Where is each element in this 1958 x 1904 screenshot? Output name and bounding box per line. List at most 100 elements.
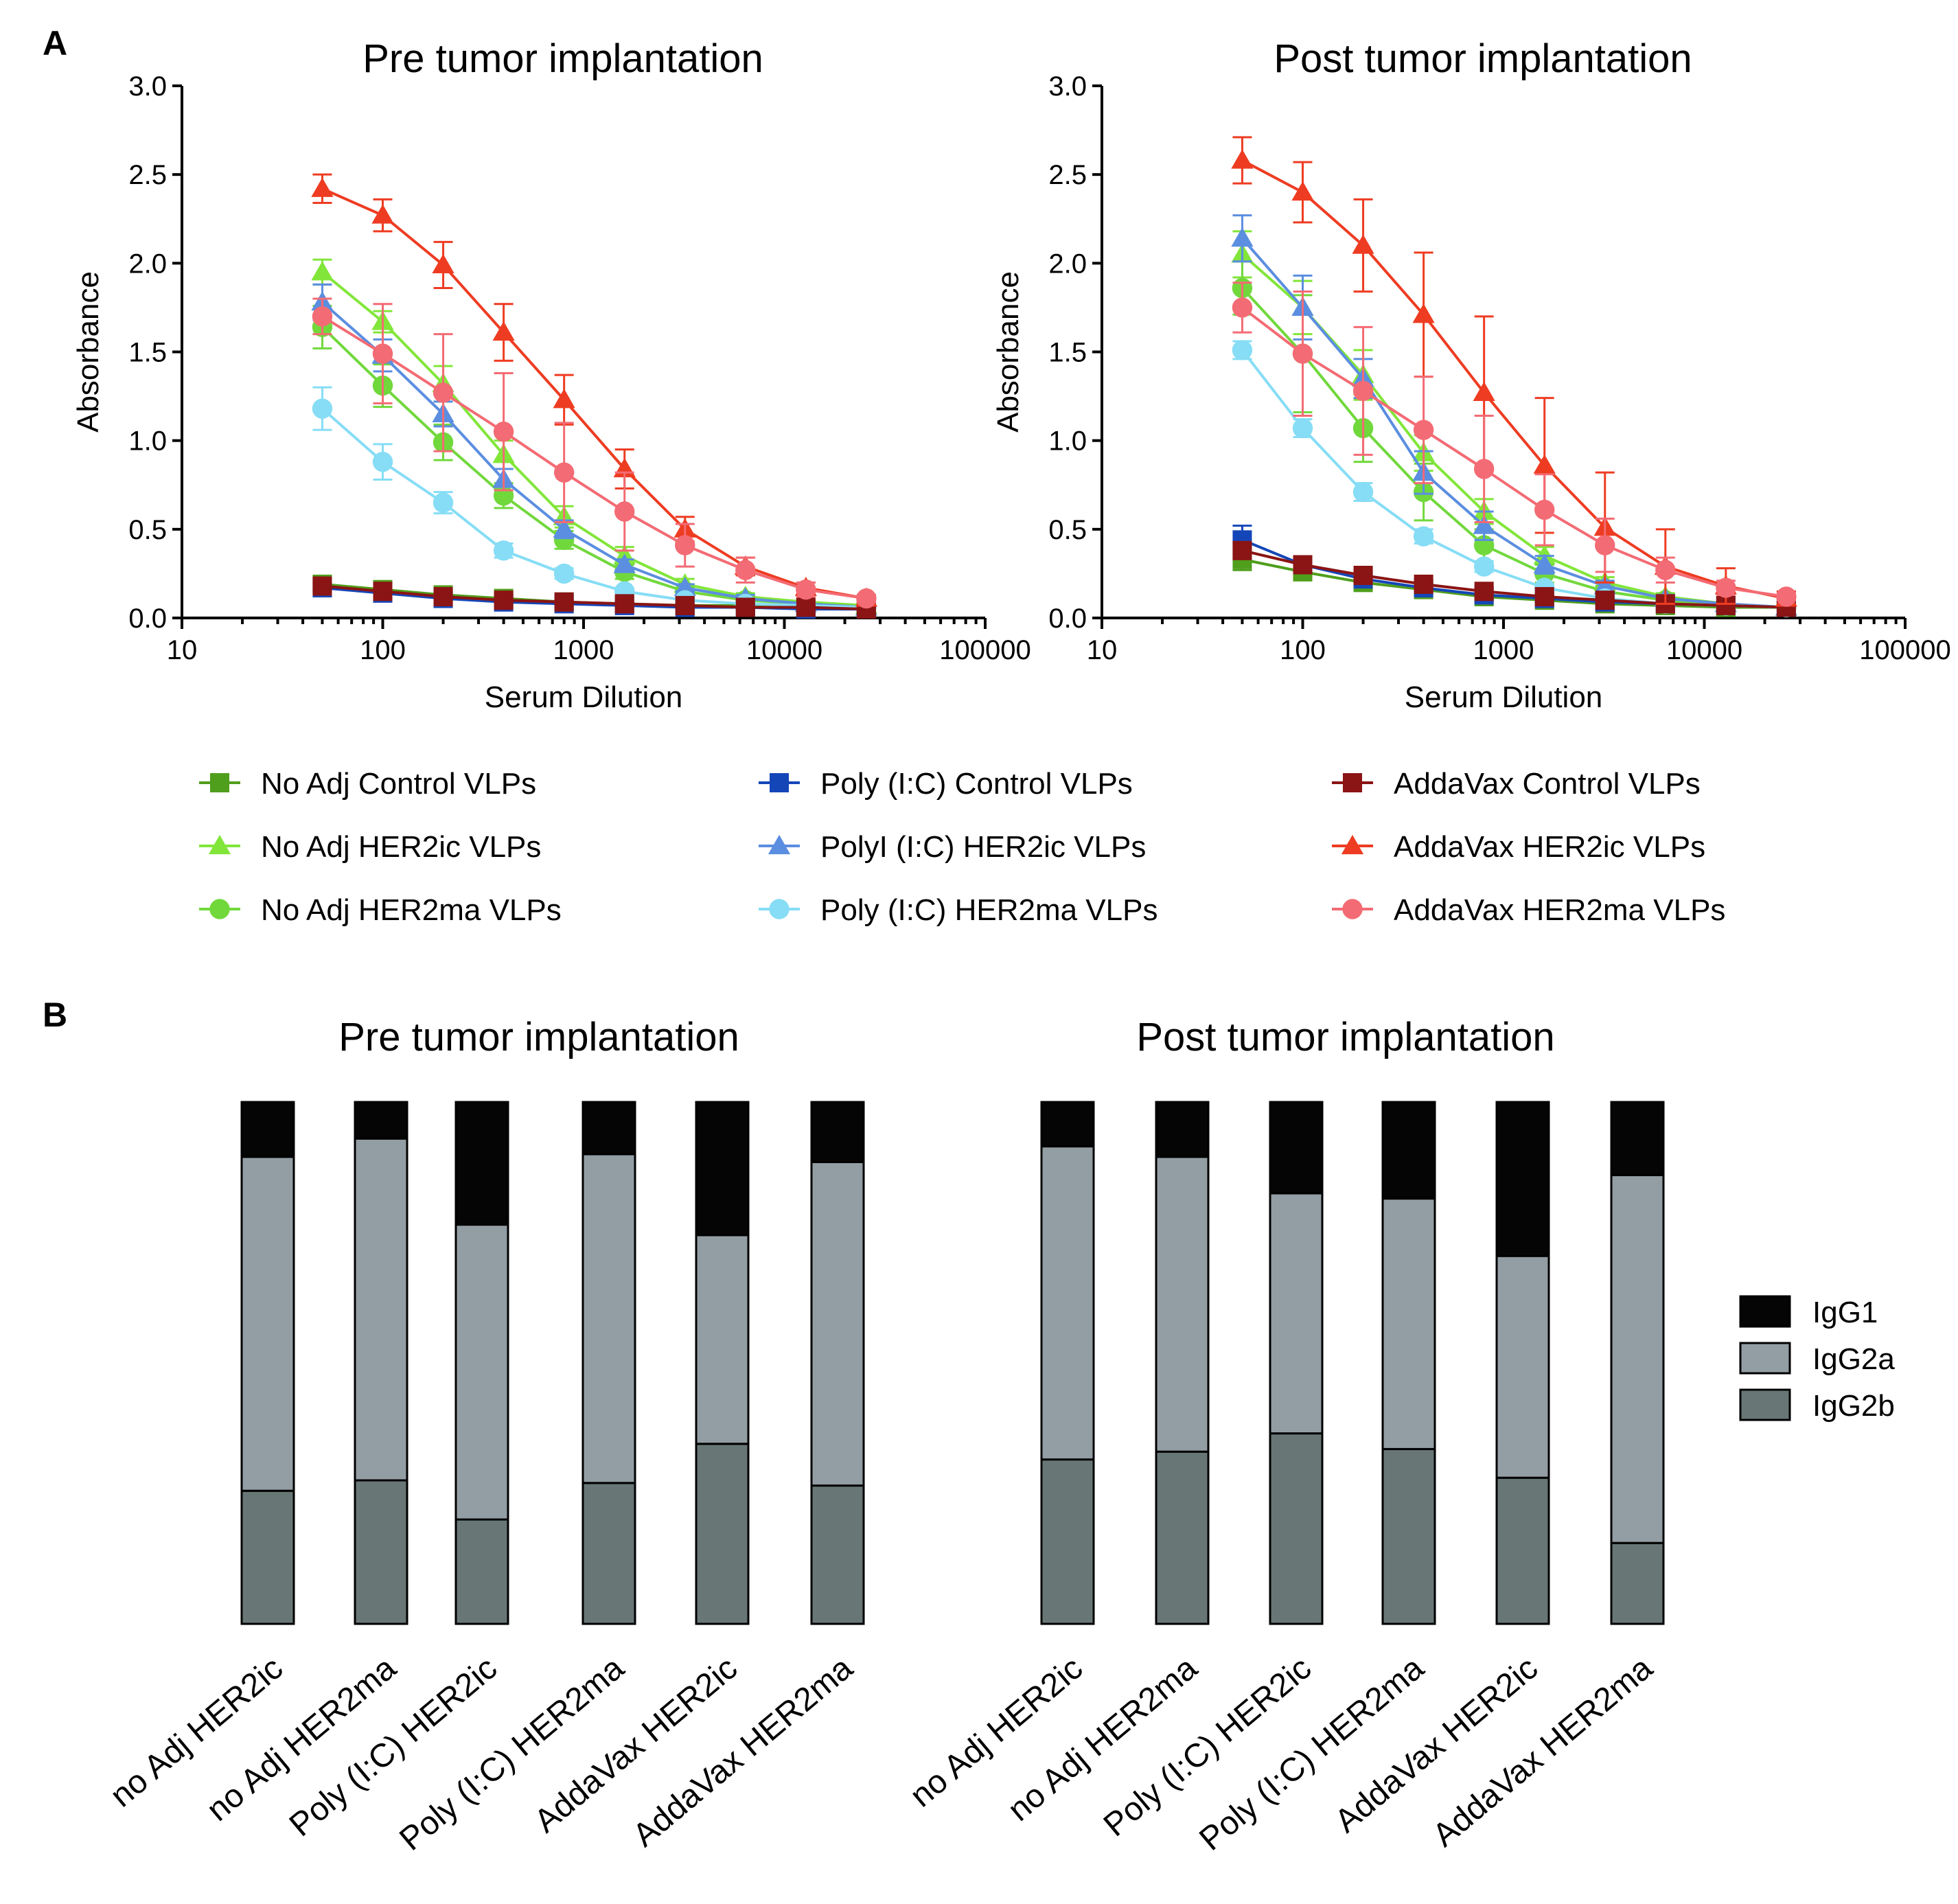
data-point-adda_ic [371, 204, 394, 224]
bar-segment-IgG2a [1381, 1197, 1436, 1450]
bar-segment-IgG1 [354, 1101, 408, 1140]
legend-swatch-IgG1 [1739, 1295, 1791, 1328]
data-point-adda_ma [1655, 560, 1676, 580]
data-point-poly_ma [1232, 340, 1253, 360]
bar-segment-IgG1 [1155, 1101, 1210, 1158]
legend-label: PolyI (I:C) HER2ic VLPs [820, 830, 1146, 864]
bar-segment-IgG2a [581, 1153, 636, 1484]
bar-segment-IgG1 [1269, 1101, 1324, 1195]
data-point-adda_ma [1716, 577, 1736, 598]
y-tick-label: 1.5 [128, 338, 167, 368]
x-axis-label: Serum Dilution [485, 680, 683, 714]
legend-swatch-IgG2a [1739, 1342, 1791, 1375]
y-tick-label: 1.0 [128, 426, 167, 457]
data-point-poly_ma [1292, 417, 1313, 439]
bar-segment-IgG2b [1155, 1450, 1210, 1625]
data-point-poly_ic [1231, 227, 1254, 247]
bar-segment-IgG2a [695, 1234, 750, 1445]
chart-title: Pre tumor implantation [338, 1015, 739, 1059]
data-point-adda_ma [1534, 499, 1555, 520]
bar-stack [581, 1101, 636, 1625]
legend-item-noadj_ic: No Adj HER2ic VLPs [199, 830, 541, 864]
series-noadj_ctrl [312, 574, 876, 617]
bar-segment-IgG2b [581, 1482, 636, 1625]
y-tick-label: 2.5 [128, 160, 167, 190]
series-adda_ctrl [312, 576, 876, 619]
legend-item-noadj_ma: No Adj HER2ma VLPs [199, 893, 562, 927]
bar-segment-IgG2a [1155, 1156, 1210, 1453]
legend-item-IgG1: IgG1 [1739, 1295, 1878, 1329]
data-point-adda_ma [312, 306, 333, 327]
x-tick-label: 100 [360, 635, 406, 665]
bar-segment-IgG1 [1040, 1101, 1095, 1148]
series-line-poly_ctrl [1241, 538, 1786, 609]
y-tick-label: 2.0 [128, 249, 167, 279]
series-line-noadj_ma [321, 325, 867, 609]
data-point-adda_ma [1232, 297, 1253, 318]
data-point-adda_ctrl [433, 587, 453, 606]
data-point-adda_ma [372, 343, 393, 364]
data-point-adda_ic [1352, 234, 1374, 254]
series-adda_ma [1232, 282, 1797, 607]
data-point-adda_ma [1292, 343, 1313, 364]
data-point-poly_ma [433, 492, 454, 513]
legend-marker-poly_ic [768, 834, 791, 855]
y-tick-label: 1.0 [1048, 426, 1087, 457]
series-line-noadj_ma [1241, 287, 1786, 609]
data-point-adda_ma [614, 501, 635, 522]
x-tick-label: 10000 [1666, 635, 1742, 665]
legend-marker-noadj_ic [208, 834, 231, 855]
bar-segment-IgG2a [454, 1224, 509, 1521]
bar-chart-legend: IgG1 IgG2a IgG2b [1739, 1295, 1895, 1423]
y-tick-label: 0.5 [128, 515, 167, 545]
y-tick-label: 3.0 [1048, 71, 1087, 102]
bar-stack [1381, 1101, 1436, 1625]
legend-item-IgG2b: IgG2b [1739, 1388, 1895, 1423]
x-tick-label: 10 [167, 635, 198, 665]
series-line-adda_ma [321, 315, 867, 600]
series-line-adda_ic [1241, 159, 1787, 600]
category-label: AddaVax HER2ma [1426, 1650, 1659, 1854]
bar-segment-IgG2a [354, 1137, 408, 1482]
data-point-poly_ic [1473, 514, 1495, 534]
data-point-adda_ma [1352, 380, 1374, 402]
series-line-adda_ic [321, 187, 867, 600]
legend-label: AddaVax HER2ma VLPs [1394, 893, 1725, 927]
series-poly_ic [1231, 214, 1798, 616]
x-tick-label: 10 [1087, 635, 1118, 665]
bar-segment-IgG2a [1040, 1145, 1095, 1461]
legend-label: IgG1 [1812, 1296, 1878, 1329]
y-tick-label: 3.0 [128, 71, 167, 102]
bar-segment-IgG2b [810, 1484, 865, 1625]
legend-marker-poly_ctrl [770, 773, 789, 792]
bar-segment-IgG2b [1495, 1476, 1550, 1625]
data-point-adda_ctrl [614, 594, 634, 614]
legend-label: Poly (I:C) Control VLPs [820, 767, 1133, 801]
data-point-adda_ic [1533, 454, 1556, 474]
bar-segment-IgG2a [1495, 1254, 1550, 1479]
data-point-adda_ctrl [796, 597, 816, 617]
category-label: AddaVax HER2ic [528, 1650, 744, 1840]
data-point-adda_ctrl [735, 597, 755, 617]
y-axis-label: Absorbance [71, 271, 105, 433]
line-chart-legend: No Adj Control VLPs No Adj HER2ic VLPs No … [199, 767, 1725, 927]
bar-segment-IgG2b [354, 1479, 408, 1625]
data-point-adda_ic [1412, 303, 1435, 323]
data-point-adda_ctrl [494, 590, 514, 610]
bar-stack [454, 1101, 509, 1625]
bar-segment-IgG2a [240, 1156, 295, 1492]
category-label: Poly (I:C) HER2ma [393, 1650, 631, 1858]
data-point-poly_ic [613, 553, 636, 573]
bar-stack [1040, 1101, 1095, 1625]
legend-label: AddaVax HER2ic VLPs [1394, 830, 1705, 864]
y-axis-label: Absorbance [991, 271, 1025, 433]
panel-label-a: A [43, 24, 67, 62]
legend-label: IgG2a [1812, 1342, 1895, 1376]
series-line-poly_ic [1241, 237, 1787, 609]
legend-label: Poly (I:C) HER2ma VLPs [820, 893, 1157, 927]
data-point-adda_ma [735, 560, 756, 580]
data-point-adda_ic [492, 321, 515, 341]
